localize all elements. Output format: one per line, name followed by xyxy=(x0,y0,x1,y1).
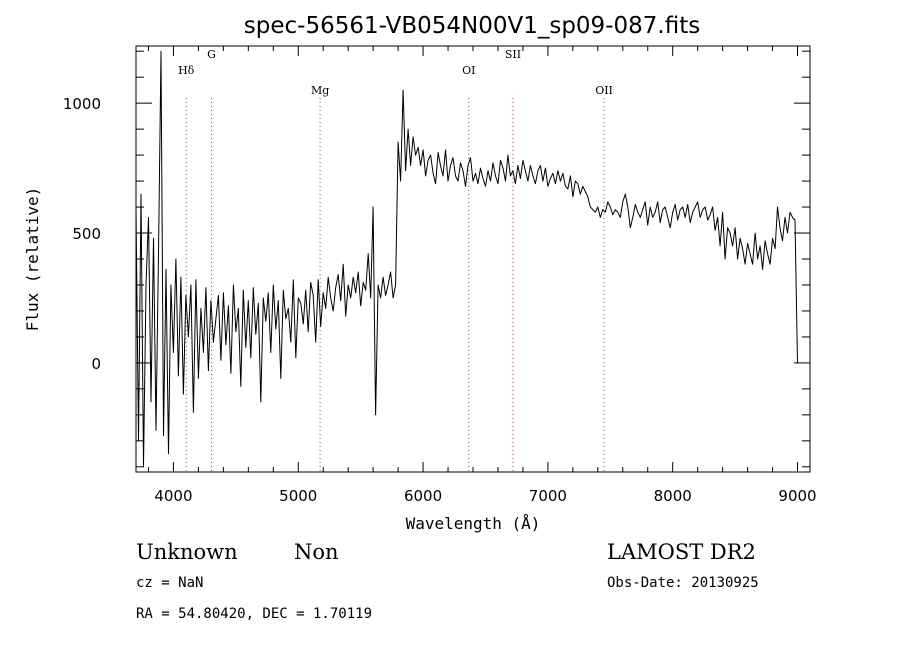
y-axis-title: Flux (relative) xyxy=(23,187,42,332)
x-tick-label: 9000 xyxy=(778,487,816,505)
spectrum-series xyxy=(135,50,798,468)
axis-ticks xyxy=(136,46,810,472)
coordinates: RA = 54.80420, DEC = 1.70119 xyxy=(136,606,373,622)
y-tick-label: 0 xyxy=(91,355,101,373)
x-tick-label: 4000 xyxy=(154,487,192,505)
spectral-line-label: SII xyxy=(505,48,521,61)
x-tick-label: 8000 xyxy=(654,487,692,505)
y-tick-label: 500 xyxy=(72,225,101,243)
spectrum-line xyxy=(135,50,798,468)
x-tick-label: 7000 xyxy=(529,487,567,505)
survey-name: LAMOST DR2 xyxy=(607,540,756,564)
x-tick-label: 6000 xyxy=(404,487,442,505)
spectral-line-label: OII xyxy=(595,84,613,97)
spectral-line-label: OI xyxy=(462,64,475,77)
object-subclass: Non xyxy=(294,540,339,564)
object-class: Unknown xyxy=(136,540,238,564)
spectral-line-label: Mg xyxy=(311,84,329,97)
observation-date: Obs-Date: 20130925 xyxy=(607,575,759,591)
spectral-line-label: Hδ xyxy=(178,64,195,77)
chart-title: spec-56561-VB054N00V1_sp09-087.fits xyxy=(244,13,700,39)
spectral-line-label: G xyxy=(207,48,216,61)
plot-frame xyxy=(135,45,811,473)
spectral-line-markers: Hδ G Mg OI SII OII xyxy=(178,48,613,472)
x-tick-label: 5000 xyxy=(279,487,317,505)
x-axis-title: Wavelength (Å) xyxy=(406,514,541,533)
tick-labels: 4000 5000 6000 7000 8000 9000 0 500 1000 xyxy=(63,95,817,505)
y-tick-label: 1000 xyxy=(63,95,101,113)
redshift-value: cz = NaN xyxy=(136,575,204,591)
